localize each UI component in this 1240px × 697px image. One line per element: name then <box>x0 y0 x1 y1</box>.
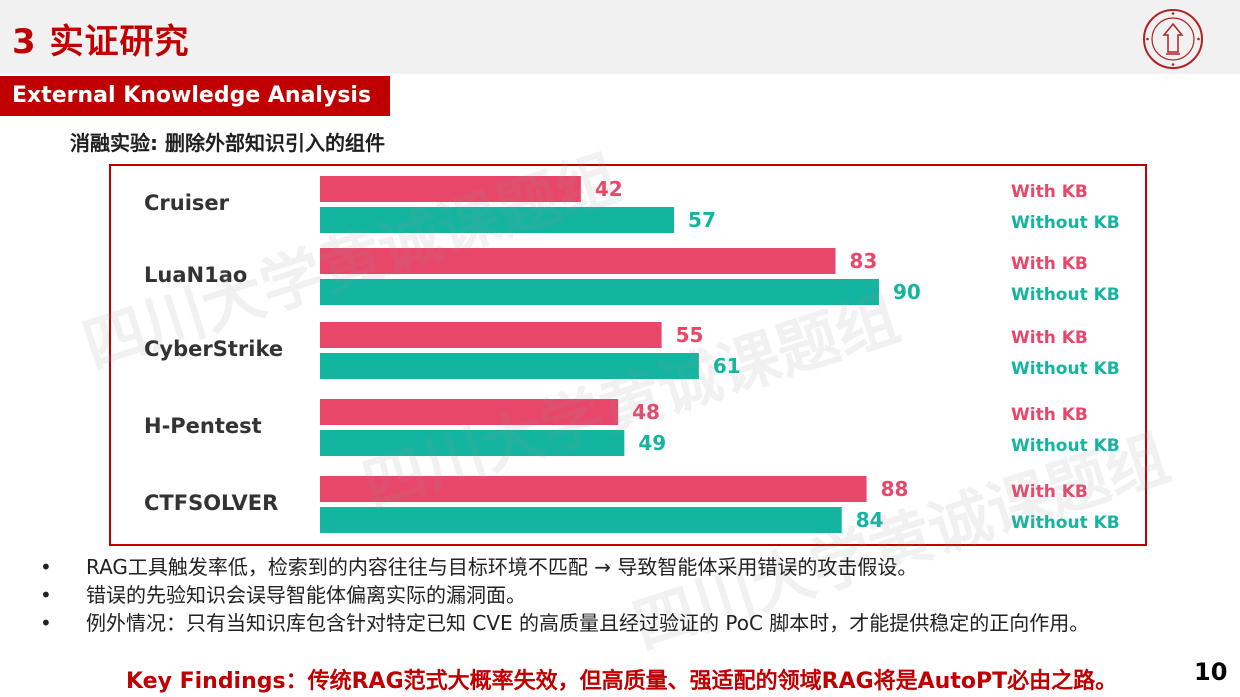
data-label: 55 <box>676 323 704 347</box>
bar <box>320 322 662 348</box>
bar <box>320 430 625 456</box>
findings-bullet-list: RAG工具触发率低，检索到的内容往往与目标环境不匹配 → 导致智能体采用错误的攻… <box>38 553 1218 637</box>
legend-entry: Without KB <box>1011 359 1120 379</box>
data-label: 88 <box>881 477 909 501</box>
data-label: 83 <box>850 249 878 273</box>
page-title: 3 实证研究 <box>12 22 190 62</box>
data-label: 42 <box>595 177 623 201</box>
page-number: 10 <box>1194 658 1228 686</box>
bar-chart: Cruiser 42 With KB 57 Without KB LuaN1ao 83 Wit… <box>144 176 1120 533</box>
legend-entry: With KB <box>1011 254 1088 274</box>
category-label: LuaN1ao <box>144 263 247 287</box>
data-label: 84 <box>856 508 884 532</box>
bar <box>320 476 867 502</box>
legend-entry: With KB <box>1011 482 1088 502</box>
legend-entry: Without KB <box>1011 213 1120 233</box>
slide-subtitle: 消融实验: 删除外部知识引入的组件 <box>70 131 385 155</box>
section-tag: External Knowledge Analysis <box>0 76 390 116</box>
data-label: 49 <box>638 431 666 455</box>
data-label: 90 <box>893 280 921 304</box>
legend-entry: With KB <box>1011 328 1088 348</box>
university-seal-icon <box>1143 9 1203 69</box>
section-tag-label: External Knowledge Analysis <box>12 83 372 108</box>
bullet-item: 错误的先验知识会误导智能体偏离实际的漏洞面。 <box>38 581 1218 609</box>
legend-entry: With KB <box>1011 182 1088 202</box>
bar <box>320 176 581 202</box>
legend-entry: Without KB <box>1011 285 1120 305</box>
legend-entry: With KB <box>1011 405 1088 425</box>
legend-entry: Without KB <box>1011 436 1120 456</box>
bar <box>320 353 699 379</box>
bar <box>320 207 675 233</box>
data-label: 48 <box>632 400 660 424</box>
bar-chart-frame: Cruiser 42 With KB 57 Without KB LuaN1ao 83 Wit… <box>109 164 1147 546</box>
bullet-item: RAG工具触发率低，检索到的内容往往与目标环境不匹配 → 导致智能体采用错误的攻… <box>38 553 1218 581</box>
bullet-item: 例外情况：只有当知识库包含针对特定已知 CVE 的高质量且经过验证的 PoC 脚… <box>38 609 1218 637</box>
legend-entry: Without KB <box>1011 513 1120 533</box>
bar <box>320 399 619 425</box>
bar <box>320 279 879 305</box>
header-band <box>0 0 1240 74</box>
category-label: Cruiser <box>144 191 230 215</box>
data-label: 57 <box>688 208 716 232</box>
key-findings: Key Findings：传统RAG范式大概率失效，但高质量、强适配的领域RAG… <box>126 669 1118 694</box>
bar <box>320 248 836 274</box>
category-label: H-Pentest <box>144 414 262 438</box>
category-label: CyberStrike <box>144 337 283 361</box>
bar <box>320 507 842 533</box>
category-label: CTFSOLVER <box>144 491 278 515</box>
data-label: 61 <box>713 354 741 378</box>
